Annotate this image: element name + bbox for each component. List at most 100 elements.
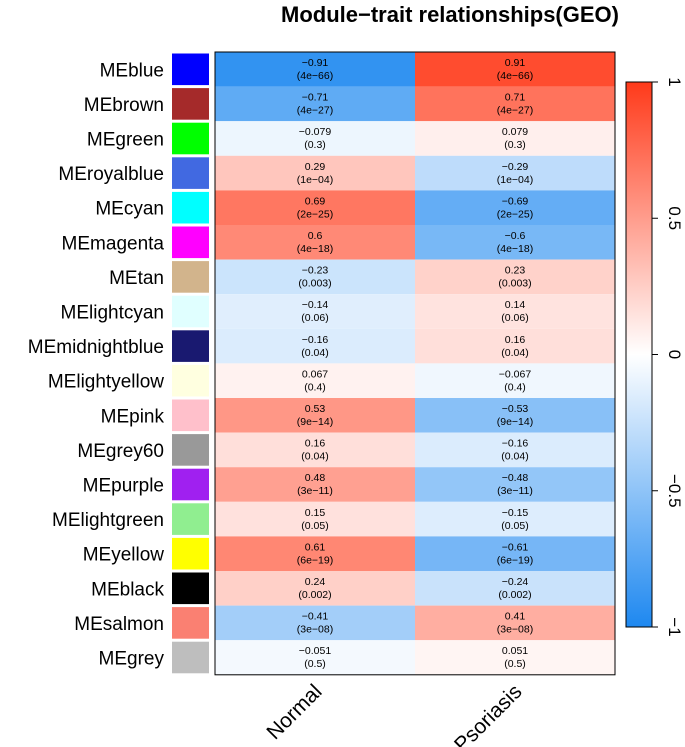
column-labels: Normal Psoriasis	[262, 680, 526, 747]
cell-pvalue: (6e−19)	[497, 554, 533, 566]
cell-memagenta-psoriasis	[415, 225, 615, 260]
cell-pvalue: (3e−08)	[297, 624, 333, 636]
cell-correlation: 0.15	[305, 507, 326, 519]
cell-pvalue: (3e−11)	[497, 485, 533, 497]
cell-pvalue: (9e−14)	[497, 416, 533, 428]
swatch-melightyellow	[172, 364, 209, 397]
cell-memagenta-normal	[215, 225, 415, 260]
swatch-megreen	[172, 122, 209, 155]
cell-memidnightblue-normal	[215, 328, 415, 364]
cell-correlation: −0.48	[502, 472, 529, 484]
cell-pvalue: (4e−27)	[497, 105, 533, 117]
swatch-mesalmon	[172, 607, 209, 639]
legend-tick-label: 1	[665, 77, 684, 86]
cell-correlation: −0.15	[502, 507, 529, 519]
row-label-melightcyan: MElightcyan	[61, 303, 165, 324]
swatch-melightcyan	[172, 295, 209, 328]
cell-meroyalblue-psoriasis	[415, 155, 615, 191]
cell-correlation: 0.29	[305, 161, 326, 173]
row-label-mepurple: MEpurple	[83, 476, 164, 497]
cell-pvalue: (2e−25)	[497, 208, 533, 220]
cell-correlation: −0.69	[502, 195, 529, 207]
cell-melightcyan-psoriasis	[415, 294, 615, 329]
cell-meyellow-psoriasis	[415, 536, 615, 571]
cell-pvalue: (0.04)	[501, 347, 528, 359]
row-label-mebrown: MEbrown	[84, 95, 164, 116]
cell-metan-psoriasis	[415, 259, 615, 295]
row-label-meroyalblue: MEroyalblue	[58, 164, 164, 185]
cell-correlation: −0.41	[302, 611, 329, 623]
cell-pvalue: (0.003)	[298, 278, 331, 290]
cell-correlation: 0.24	[305, 576, 326, 588]
cell-meroyalblue-normal	[215, 155, 415, 191]
cell-meyellow-normal	[215, 536, 415, 571]
swatch-mebrown	[172, 88, 209, 120]
cell-correlation: −0.24	[502, 576, 529, 588]
cell-meblack-normal	[215, 571, 415, 606]
cell-pvalue: (0.3)	[304, 139, 326, 151]
row-label-meblack: MEblack	[91, 579, 164, 600]
cell-pvalue: (3e−11)	[297, 485, 333, 497]
cell-correlation: −0.61	[502, 541, 529, 553]
cell-pvalue: (0.002)	[498, 589, 531, 601]
row-label-melightgreen: MElightgreen	[52, 510, 164, 531]
cell-correlation: 0.6	[308, 230, 323, 242]
cell-correlation: 0.23	[505, 265, 526, 277]
cell-memidnightblue-psoriasis	[415, 328, 615, 364]
swatch-memidnightblue	[172, 330, 209, 362]
cell-pvalue: (6e−19)	[297, 554, 333, 566]
cell-pvalue: (0.04)	[301, 451, 328, 463]
row-label-memagenta: MEmagenta	[62, 233, 165, 254]
cell-correlation: −0.91	[302, 57, 329, 69]
cell-pvalue: (0.06)	[301, 312, 328, 324]
cell-mesalmon-psoriasis	[415, 605, 615, 641]
swatch-megrey60	[172, 434, 209, 466]
cell-correlation: −0.6	[505, 230, 526, 242]
cell-pvalue: (0.002)	[298, 589, 331, 601]
row-labels: MEblue MEbrown MEgreen MEroyalblue MEcyan MEm…	[28, 60, 165, 669]
swatch-meroyalblue	[172, 157, 209, 189]
row-label-mepink: MEpink	[101, 406, 165, 427]
cell-pvalue: (4e−27)	[297, 105, 333, 117]
cell-mecyan-normal	[215, 190, 415, 225]
row-label-megrey60: MEgrey60	[77, 441, 164, 462]
cell-melightcyan-normal	[215, 294, 415, 329]
cell-correlation: −0.14	[302, 299, 329, 311]
cell-correlation: −0.16	[302, 334, 329, 346]
cell-correlation: −0.067	[499, 368, 532, 380]
cell-mepurple-normal	[215, 467, 415, 502]
swatch-mecyan	[172, 191, 209, 224]
swatch-mepink	[172, 399, 209, 432]
row-label-memidnightblue: MEmidnightblue	[28, 337, 164, 358]
cell-pvalue: (2e−25)	[297, 208, 333, 220]
swatch-melightgreen	[172, 503, 209, 535]
row-label-megreen: MEgreen	[87, 130, 164, 151]
row-label-meyellow: MEyellow	[83, 545, 165, 566]
row-label-mecyan: MEcyan	[95, 199, 164, 220]
legend-tick-label: 0.5	[665, 206, 684, 230]
cell-mepurple-psoriasis	[415, 467, 615, 502]
cell-pvalue: (0.4)	[304, 381, 326, 393]
cell-metan-normal	[215, 259, 415, 295]
legend-tick-label: −0.5	[665, 474, 684, 508]
cell-pvalue: (0.04)	[301, 347, 328, 359]
cell-melightgreen-psoriasis	[415, 501, 615, 537]
cell-meblue-normal	[215, 52, 415, 87]
cell-meblue-psoriasis	[415, 52, 615, 87]
cell-meblack-psoriasis	[415, 571, 615, 606]
legend-tick-label: −1	[665, 617, 684, 636]
column-label-psoriasis: Psoriasis	[450, 680, 527, 747]
cell-megrey-normal	[215, 640, 415, 675]
cell-correlation: 0.41	[505, 611, 526, 623]
heatmap-cells: −0.91(4e−66)0.91(4e−66)−0.71(4e−27)0.71(…	[215, 52, 615, 675]
swatch-mepurple	[172, 468, 209, 501]
cell-mesalmon-normal	[215, 605, 415, 641]
cell-correlation: −0.29	[502, 161, 529, 173]
row-label-mesalmon: MEsalmon	[74, 614, 164, 635]
row-label-megrey: MEgrey	[99, 649, 165, 670]
color-legend: −1 −0.5 0 0.5 1	[625, 77, 684, 637]
cell-megreen-normal	[215, 121, 415, 156]
cell-pvalue: (4e−18)	[297, 243, 333, 255]
cell-correlation: −0.23	[302, 265, 329, 277]
